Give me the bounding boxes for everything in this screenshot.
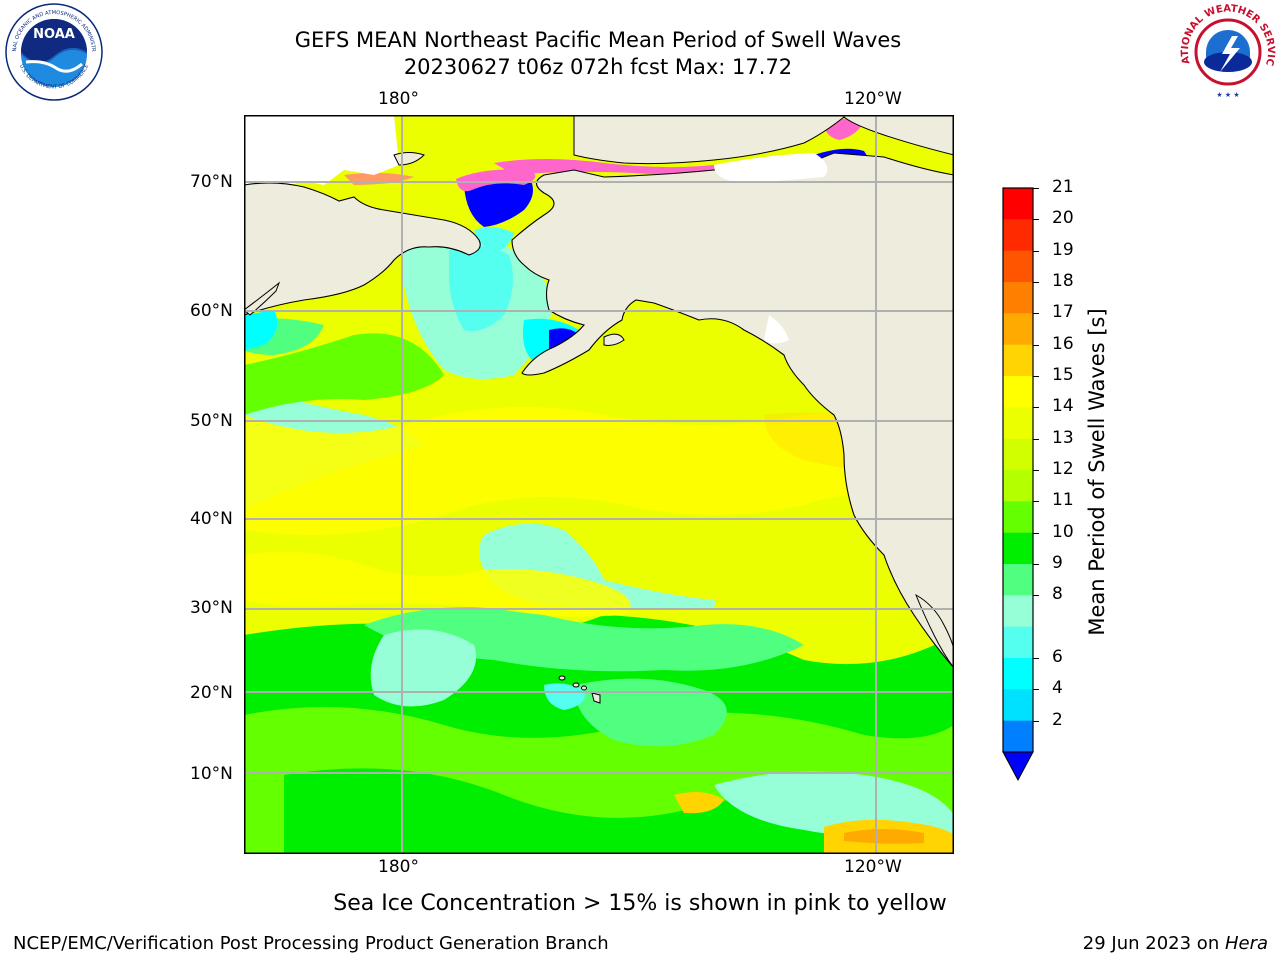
colorbar-tick-mark xyxy=(1033,470,1039,471)
colorbar-segment xyxy=(1003,658,1033,690)
colorbar-segment xyxy=(1003,564,1033,596)
colorbar-tick-mark xyxy=(1033,595,1039,597)
title-line-1: GEFS MEAN Northeast Pacific Mean Period … xyxy=(294,28,902,52)
title-line-2: 20230627 t06z 072h fcst Max: 17.72 xyxy=(403,55,793,79)
colorbar-tick-mark xyxy=(1033,250,1039,252)
colorbar-segment xyxy=(1003,626,1033,659)
lat-label-30: 30°N xyxy=(190,598,233,618)
lat-label-60: 60°N xyxy=(190,301,233,321)
colorbar-tick-label: 15 xyxy=(1052,365,1074,385)
colorbar-tick-mark xyxy=(1033,313,1039,315)
colorbar-segment xyxy=(1003,470,1033,502)
colorbar-segment xyxy=(1003,407,1033,440)
colorbar-segment xyxy=(1003,219,1033,252)
lat-label-10: 10°N xyxy=(190,764,233,784)
colorbar-tick-label: 12 xyxy=(1052,459,1074,479)
sea-ice-caption: Sea Ice Concentration > 15% is shown in … xyxy=(333,891,947,916)
colorbar-label: Mean Period of Swell Waves [s] xyxy=(1085,308,1109,636)
land-siberia xyxy=(244,182,481,316)
lon-label-top-120w: 120°W xyxy=(844,89,902,109)
colorbar-tick-label: 17 xyxy=(1052,302,1074,323)
colorbar-segment xyxy=(1003,689,1033,722)
colorbar-tick-mark xyxy=(1033,188,1039,189)
colorbar-tick-label: 20 xyxy=(1052,208,1074,229)
colorbar-tick-label: 8 xyxy=(1052,584,1063,605)
colorbar-tick-label: 6 xyxy=(1052,647,1063,667)
colorbar xyxy=(1002,187,1034,782)
colorbar-segment xyxy=(1003,313,1033,346)
noaa-center-text: NOAA xyxy=(33,27,75,42)
colorbar-tick-mark xyxy=(1033,501,1039,503)
graticule xyxy=(244,115,954,854)
colorbar-segment xyxy=(1003,501,1033,534)
colorbar-tick-label: 16 xyxy=(1052,333,1074,354)
colorbar-segment xyxy=(1003,188,1033,220)
colorbar-tick-label: 19 xyxy=(1052,239,1074,260)
colorbar-segment xyxy=(1003,344,1033,377)
colorbar-segment xyxy=(1003,282,1033,314)
svg-text:★ ★ ★: ★ ★ ★ xyxy=(1216,91,1239,99)
colorbar-tick-label: 14 xyxy=(1052,396,1074,417)
colorbar-tick-mark xyxy=(1033,689,1039,691)
colorbar-tick-label: 11 xyxy=(1052,490,1074,511)
colorbar-tick-label: 10 xyxy=(1052,521,1074,542)
colorbar-tick-label: 21 xyxy=(1052,177,1074,197)
lat-label-20: 20°N xyxy=(190,683,233,703)
lat-label-50: 50°N xyxy=(190,411,233,431)
colorbar-tick-mark xyxy=(1033,282,1039,283)
colorbar-segment xyxy=(1003,438,1033,471)
noaa-logo: NOAA NATIONAL OCEANIC AND ATMOSPHERIC AD… xyxy=(4,2,103,101)
colorbar-segment xyxy=(1003,595,1033,628)
colorbar-tick-label: 4 xyxy=(1052,678,1063,699)
colorbar-extend-arrow xyxy=(1002,751,1034,782)
nws-logo: NATIONAL WEATHER SERVICE ★ ★ ★ xyxy=(1176,2,1276,99)
colorbar-tick-label: 18 xyxy=(1052,271,1074,291)
land-north-america xyxy=(511,152,954,669)
footer-right: 29 Jun 2023 on Hera xyxy=(1082,933,1268,954)
colorbar-segment xyxy=(1003,720,1033,753)
colorbar-tick-mark xyxy=(1033,658,1039,659)
colorbar-tick-mark xyxy=(1033,219,1039,221)
colorbar-tick-mark xyxy=(1033,720,1039,722)
colorbar-tick-label: 9 xyxy=(1052,553,1063,573)
colorbar-tick-mark xyxy=(1033,564,1039,565)
colorbar-tick-mark xyxy=(1033,532,1039,534)
colorbar-segment xyxy=(1003,250,1033,283)
lat-label-40: 40°N xyxy=(190,509,233,529)
footer-host: Hera xyxy=(1224,933,1268,954)
colorbar-tick-label: 2 xyxy=(1052,709,1063,730)
footer-left: NCEP/EMC/Verification Post Processing Pr… xyxy=(13,933,609,954)
colorbar-tick-mark xyxy=(1033,438,1039,440)
lon-label-bottom-180: 180° xyxy=(378,857,419,877)
map-plot xyxy=(244,115,954,854)
colorbar-tick-mark xyxy=(1033,344,1039,346)
colorbar-segment xyxy=(1003,376,1033,408)
colorbar-tick-mark xyxy=(1033,376,1039,377)
lon-label-top-180: 180° xyxy=(378,89,419,109)
lon-label-bottom-120w: 120°W xyxy=(844,857,902,877)
colorbar-segment xyxy=(1003,532,1033,565)
colorbar-tick-mark xyxy=(1033,407,1039,409)
colorbar-tick-label: 13 xyxy=(1052,427,1074,448)
map-frame xyxy=(244,115,954,854)
lat-label-70: 70°N xyxy=(190,172,233,192)
